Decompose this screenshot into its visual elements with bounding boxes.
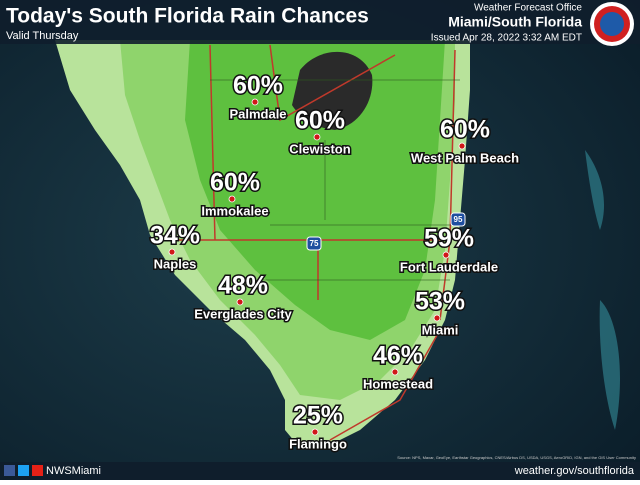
rain-chance: 53% (415, 288, 465, 316)
interstate-number: 95 (454, 215, 463, 224)
youtube-icon[interactable] (32, 465, 43, 476)
rain-chance: 60% (295, 107, 345, 135)
city-name: Flamingo (289, 436, 347, 451)
city-dot (458, 142, 466, 150)
county-lines (210, 79, 460, 281)
issued-time: Issued Apr 28, 2022 3:32 AM EDT (431, 33, 582, 44)
city-name: Homestead (363, 376, 433, 391)
city-dot (313, 133, 321, 141)
twitter-icon[interactable] (18, 465, 29, 476)
interstate-shield (450, 212, 466, 227)
office-name: Miami/South Florida (448, 14, 582, 30)
website[interactable]: weather.gov/southflorida (514, 465, 635, 477)
city-dot (442, 251, 450, 259)
rain-chance: 59% (424, 225, 474, 253)
city-name: Miami (422, 322, 459, 337)
rain-chance: 60% (440, 116, 490, 144)
title: Today's South Florida Rain Chances (6, 5, 369, 28)
city-dot (228, 195, 236, 203)
social-handle[interactable]: NWSMiami (46, 465, 101, 477)
city-dot (433, 314, 441, 322)
facebook-icon[interactable] (4, 465, 15, 476)
interstate-shield (306, 236, 322, 251)
city-dot (168, 248, 176, 256)
city-dot (251, 98, 259, 106)
rain-chance: 48% (218, 272, 268, 300)
city-dot (311, 428, 319, 436)
rain-chance: 34% (150, 222, 200, 250)
city-name: Everglades City (194, 306, 292, 321)
city-name: Fort Lauderdale (400, 259, 498, 274)
islands (585, 150, 620, 430)
header-bar (0, 0, 640, 44)
city-name: Immokalee (201, 203, 268, 218)
city-dot (391, 368, 399, 376)
city-name: Palmdale (229, 106, 286, 121)
land-inner (185, 40, 445, 340)
nws-logo (590, 2, 634, 46)
rain-chance: 46% (373, 342, 423, 370)
city-name: West Palm Beach (411, 150, 519, 165)
city-dot (236, 298, 244, 306)
rain-chance: 25% (293, 402, 343, 430)
attribution: Source: NPS, Maxar, GeoEye, Earthstar Ge… (397, 455, 636, 460)
office-line: Weather Forecast Office (474, 3, 582, 14)
rain-chance: 60% (210, 169, 260, 197)
city-name: Clewiston (289, 141, 350, 156)
subtitle: Valid Thursday (6, 30, 79, 42)
footer-bar (0, 462, 640, 480)
interstate-number: 75 (310, 239, 319, 248)
city-name: Naples (154, 256, 197, 271)
rain-chance: 60% (233, 72, 283, 100)
